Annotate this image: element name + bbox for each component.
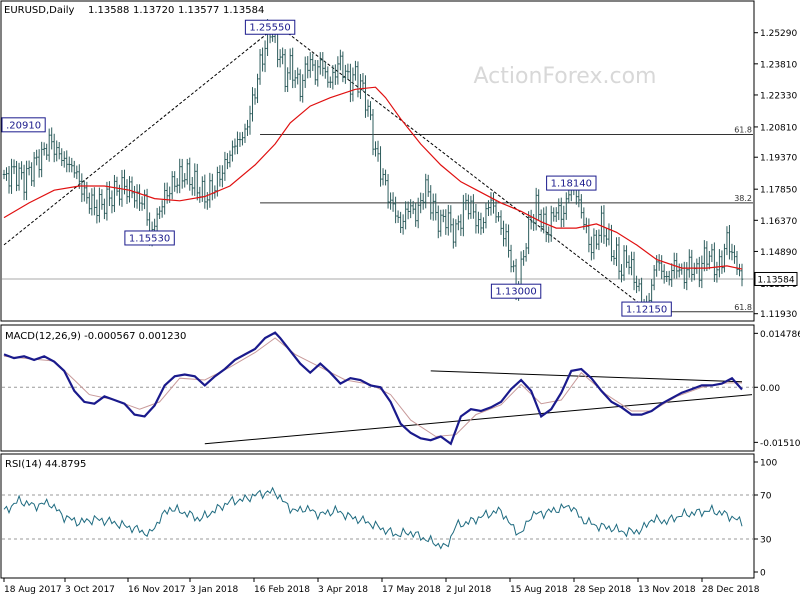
price-annotation-label: .20910 xyxy=(6,120,41,131)
price-trendline xyxy=(3,26,276,246)
fib-level-label: 38.2 xyxy=(734,194,752,203)
x-axis-tick-label: 3 Jan 2018 xyxy=(190,585,238,595)
x-axis-tick-label: 28 Sep 2018 xyxy=(574,585,631,595)
symbol-timeframe: EURUSD,Daily xyxy=(4,5,75,16)
price-annotation-box xyxy=(621,301,672,317)
rsi-panel xyxy=(0,453,755,579)
rsi-line xyxy=(3,486,743,550)
price-annotation-box xyxy=(124,230,175,246)
ohlc-low: 1.13577 xyxy=(178,5,219,16)
x-axis-tick-label: 28 Dec 2018 xyxy=(702,585,760,595)
price-annotation-label: 1.15530 xyxy=(129,233,170,244)
price-y-tick-label: 1.23810 xyxy=(760,60,797,70)
rsi-y-tick-label: 100 xyxy=(760,459,777,469)
macd-y-tick-label: 0.014786 xyxy=(760,330,800,340)
last-price-box xyxy=(754,271,798,286)
macd-plot: 0.014786 0.00 -0.015107 xyxy=(2,330,800,449)
price-plot: 1.25290 1.23810 1.22330 1.20810 1.19370 1.178… xyxy=(1,19,798,320)
price-annotation-box xyxy=(490,283,542,299)
ohlc-open: 1.13588 xyxy=(88,5,129,16)
price-y-tick-label: 1.17850 xyxy=(760,186,797,196)
ohlc-close: 1.13584 xyxy=(223,5,264,16)
ohlc-high: 1.13720 xyxy=(133,5,174,16)
last-price-label: 1.13584 xyxy=(757,275,794,285)
header: EURUSD,Daily 1.13588 1.13720 1.13577 1.1… xyxy=(4,5,264,16)
macd-line xyxy=(3,331,743,446)
price-y-tick-label: 1.14890 xyxy=(760,248,797,258)
x-axis-tick-label: 13 Nov 2018 xyxy=(638,585,696,595)
price-annotation-label: 1.12150 xyxy=(626,305,667,316)
price-annotation-label: 1.25550 xyxy=(249,23,290,34)
x-axis-tick-label: 18 Aug 2017 xyxy=(4,585,62,595)
macd-signal-line xyxy=(3,337,742,438)
price-panel xyxy=(0,0,755,322)
macd-y-tick-label: -0.015107 xyxy=(760,439,800,449)
price-y-tick-label: 1.22330 xyxy=(760,91,797,101)
x-axis-tick-label: 3 Apr 2018 xyxy=(318,585,368,595)
moving-average-line xyxy=(3,86,743,270)
price-annotation-box xyxy=(244,19,296,35)
macd-panel xyxy=(0,324,755,452)
rsi-title: RSI(14) 44.8795 xyxy=(5,459,86,470)
macd-support-line xyxy=(204,394,753,445)
x-axis-tick-label: 16 Nov 2017 xyxy=(128,585,186,595)
price-annotation-box xyxy=(1,117,46,133)
x-axis-tick-label: 15 Aug 2018 xyxy=(510,585,568,595)
price-y-tick-label: 1.11930 xyxy=(760,310,797,320)
fib-level-label: 61.8 xyxy=(734,303,752,312)
x-axis-tick-label: 17 May 2018 xyxy=(382,585,441,595)
rsi-y-tick-label: 0 xyxy=(760,569,766,579)
macd-title: MACD(12,26,9) -0.000567 0.001230 xyxy=(5,331,186,342)
x-axis-tick-label: 16 Feb 2018 xyxy=(254,585,310,595)
price-y-tick-label: 1.16370 xyxy=(760,217,797,227)
price-trendline xyxy=(279,26,647,310)
rsi-y-tick-label: 70 xyxy=(760,492,772,502)
watermark: ActionForex.com xyxy=(474,64,657,89)
price-y-tick-label: 1.25290 xyxy=(760,29,797,39)
rsi-plot: 100 70 30 0 xyxy=(2,459,777,579)
price-y-tick-label: 1.19370 xyxy=(760,154,797,164)
fib-level-label: 61.8 xyxy=(734,126,752,135)
x-axis-tick-label: 2 Jul 2018 xyxy=(446,585,491,595)
rsi-y-tick-label: 30 xyxy=(760,536,772,546)
price-annotation-box xyxy=(546,175,597,191)
price-y-tick-label: 1.20810 xyxy=(760,123,797,133)
x-axis-tick-label: 3 Oct 2017 xyxy=(65,585,115,595)
price-annotation-label: 1.18140 xyxy=(551,179,592,190)
price-annotation-label: 1.13000 xyxy=(495,287,536,298)
macd-y-tick-label: 0.00 xyxy=(760,384,780,394)
x-axis: 18 Aug 2017 3 Oct 2017 16 Nov 2017 3 Jan 20… xyxy=(3,578,760,595)
macd-resistance-line xyxy=(430,370,743,383)
